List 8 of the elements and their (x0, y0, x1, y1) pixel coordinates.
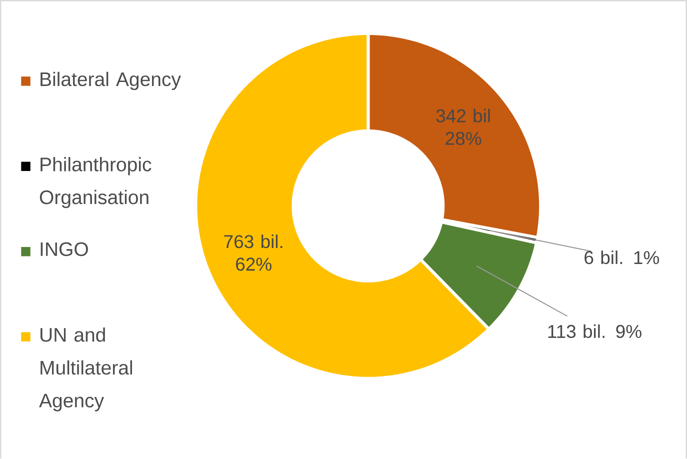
data-label: 113 bil. 9% (548, 324, 642, 338)
data-label: 763 bil. 62% (224, 234, 282, 271)
data-label: 6 bil. 1% (584, 250, 660, 264)
data-label: 342 bil 28% (436, 108, 490, 145)
legend-label: UN and Multilateral Agency (39, 327, 132, 412)
legend-label: Bilateral Agency (40, 72, 181, 90)
legend-label: INGO (40, 242, 88, 256)
legend-label: Philanthropic Organisation (40, 157, 152, 208)
